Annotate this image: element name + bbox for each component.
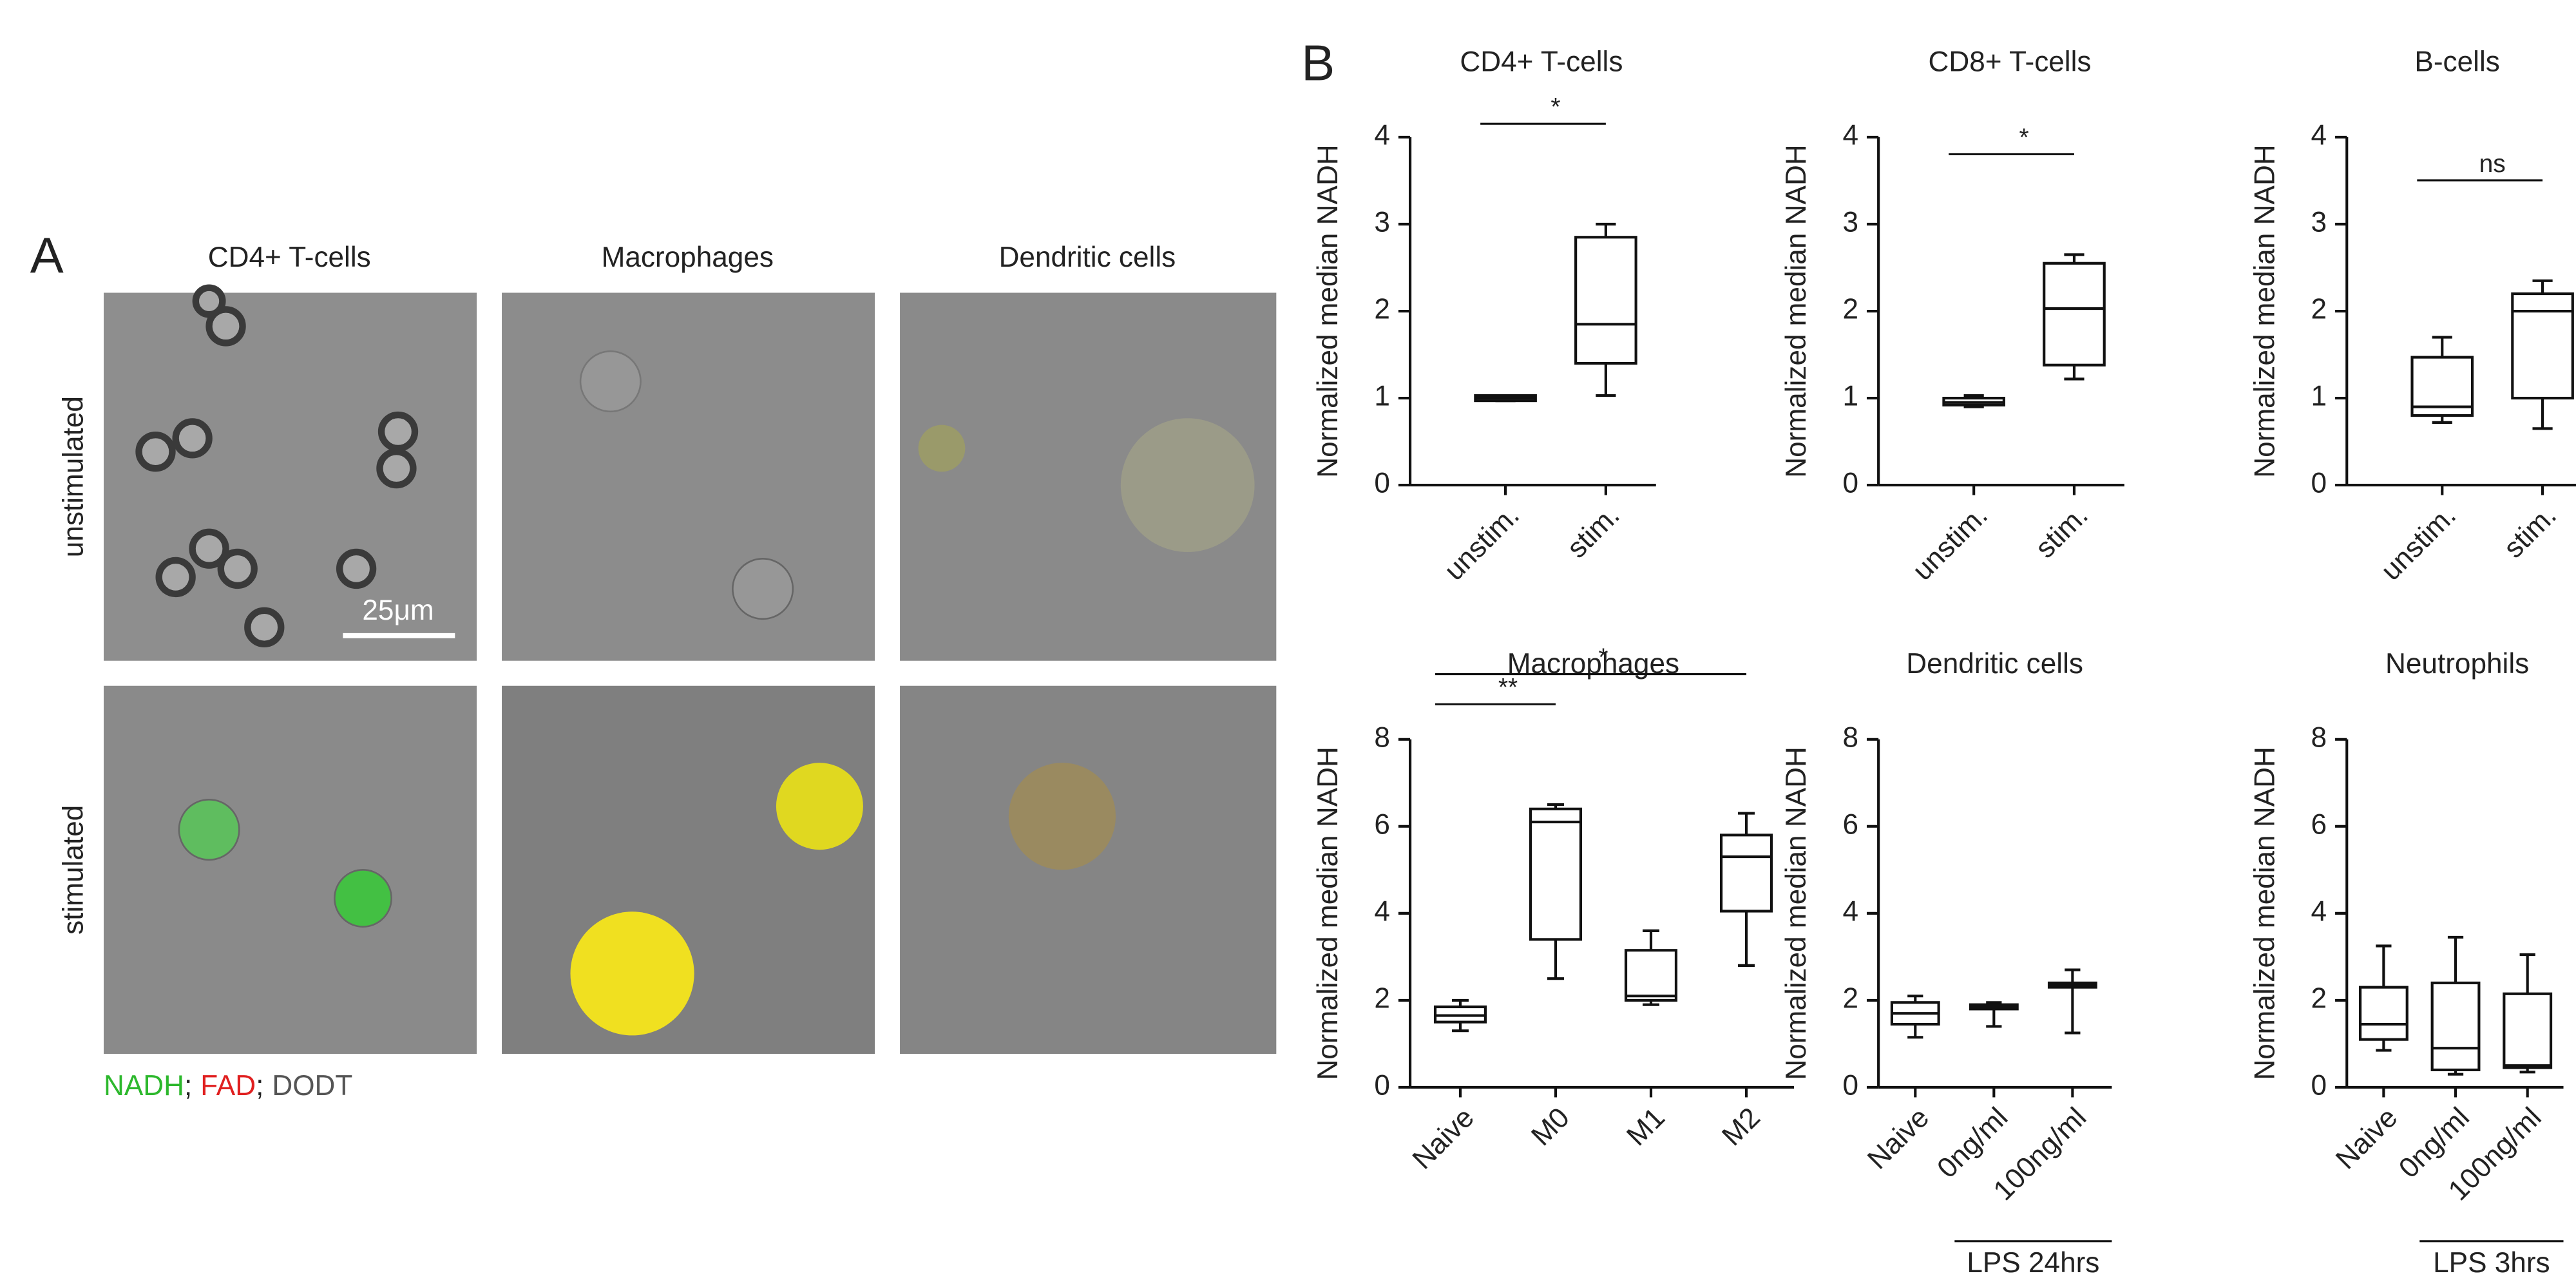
box (2511, 292, 2574, 400)
y-axis-label: Normalized median NADH (1312, 144, 1344, 477)
image (103, 685, 477, 1054)
x-tick-label: unstim. (2375, 499, 2462, 586)
cell (918, 424, 966, 472)
box (2043, 262, 2106, 367)
column-header: CD4+ T-cells (208, 242, 371, 273)
cell (1008, 763, 1116, 870)
y-axis-label: Normalized median NADH (1312, 747, 1344, 1080)
legend-entry: FAD (200, 1070, 256, 1102)
y-tick-label: 2 (1842, 294, 1858, 325)
x-tick-label: Naive (1406, 1102, 1480, 1175)
y-tick-label: 0 (2311, 1070, 2327, 1102)
y-tick-label: 3 (1374, 207, 1390, 238)
y-tick-label: 0 (1842, 1070, 1858, 1102)
y-tick-label: 1 (2311, 381, 2327, 412)
y-tick-label: 2 (2311, 294, 2327, 325)
y-tick-label: 4 (1842, 896, 1858, 928)
cell (1120, 418, 1255, 552)
x-tick-label: Naive (2330, 1102, 2403, 1175)
cell (579, 350, 642, 413)
legend-entry: DODT (272, 1070, 352, 1102)
box (1574, 236, 1637, 365)
significance-label: * (1598, 644, 1608, 671)
y-axis-label: Normalized median NADH (2249, 144, 2280, 477)
group-label: LPS 24hrs (1967, 1247, 2099, 1278)
y-tick-label: 0 (2311, 468, 2327, 499)
box (2430, 981, 2481, 1072)
y-tick-label: 3 (2311, 207, 2327, 238)
y-tick-label: 6 (2311, 808, 2327, 840)
column-header: Dendritic cells (999, 242, 1176, 273)
cells (135, 284, 419, 647)
legend-separator: ; (256, 1070, 263, 1102)
panel-label: B (1301, 34, 1335, 91)
chart-title: B-cells (2414, 46, 2499, 77)
image (900, 685, 1277, 1054)
scale-bar-label: 25μm (362, 595, 434, 626)
group-label: LPS 3hrs (2433, 1247, 2550, 1278)
y-tick-label: 6 (1374, 808, 1390, 840)
significance-label: * (2019, 124, 2028, 151)
x-tick-label: unstim. (1907, 499, 1994, 586)
legend-entry: NADH (104, 1070, 184, 1102)
x-tick-label: Naive (1862, 1102, 1935, 1175)
y-tick-label: 8 (1842, 721, 1858, 753)
cell (776, 763, 863, 850)
y-tick-label: 2 (1374, 983, 1390, 1015)
x-tick-label: M0 (1525, 1102, 1576, 1152)
chart-title: CD4+ T-cells (1460, 46, 1623, 77)
chart-title: CD8+ T-cells (1928, 46, 2091, 77)
box (1529, 807, 1583, 941)
x-tick-label: M2 (1716, 1102, 1766, 1152)
y-tick-label: 6 (1842, 808, 1858, 840)
x-tick-label: stim. (1561, 499, 1626, 564)
y-axis-label: Normalized median NADH (2249, 747, 2280, 1080)
chart-title: Neutrophils (2385, 648, 2529, 680)
box (1624, 949, 1678, 1002)
box (2358, 986, 2409, 1041)
legend: NADH; FAD; DODT (104, 1070, 352, 1102)
row-label: stimulated (58, 805, 90, 935)
chart-title: Dendritic cells (1906, 648, 2083, 680)
x-tick-label: stim. (2029, 499, 2094, 564)
y-tick-label: 3 (1842, 207, 1858, 238)
y-tick-label: 8 (1374, 721, 1390, 753)
legend-separator: ; (184, 1070, 192, 1102)
significance-label: ns (2479, 150, 2506, 178)
significance-label: ** (1498, 674, 1518, 701)
column-header: Macrophages (602, 242, 774, 273)
y-tick-label: 2 (1374, 294, 1390, 325)
y-tick-label: 1 (1374, 381, 1390, 412)
micrographs: 25μm (103, 284, 1277, 1054)
x-tick-label: stim. (2497, 499, 2562, 564)
y-axis-label: Normalized median NADH (1780, 747, 1812, 1080)
y-tick-label: 4 (1842, 120, 1858, 151)
y-tick-label: 4 (2311, 120, 2327, 151)
y-tick-label: 4 (1374, 120, 1390, 151)
box (1719, 834, 1773, 913)
y-tick-label: 8 (2311, 721, 2327, 753)
cell (334, 869, 392, 928)
y-tick-label: 4 (1374, 896, 1390, 928)
cell (570, 911, 694, 1036)
y-tick-label: 0 (1374, 468, 1390, 499)
y-tick-label: 0 (1374, 1070, 1390, 1102)
panel-label: A (30, 227, 64, 283)
image (502, 292, 875, 661)
y-tick-label: 1 (1842, 381, 1858, 412)
significance-label: * (1550, 93, 1560, 121)
cell (732, 558, 794, 620)
x-tick-label: M1 (1621, 1102, 1671, 1152)
cell (178, 798, 240, 861)
row-label: unstimulated (58, 396, 90, 557)
y-tick-label: 2 (2311, 983, 2327, 1015)
box (2503, 992, 2553, 1069)
x-tick-label: unstim. (1438, 499, 1525, 586)
y-tick-label: 2 (1842, 983, 1858, 1015)
y-axis-label: Normalized median NADH (1780, 144, 1812, 477)
y-tick-label: 4 (2311, 896, 2327, 928)
y-tick-label: 0 (1842, 468, 1858, 499)
